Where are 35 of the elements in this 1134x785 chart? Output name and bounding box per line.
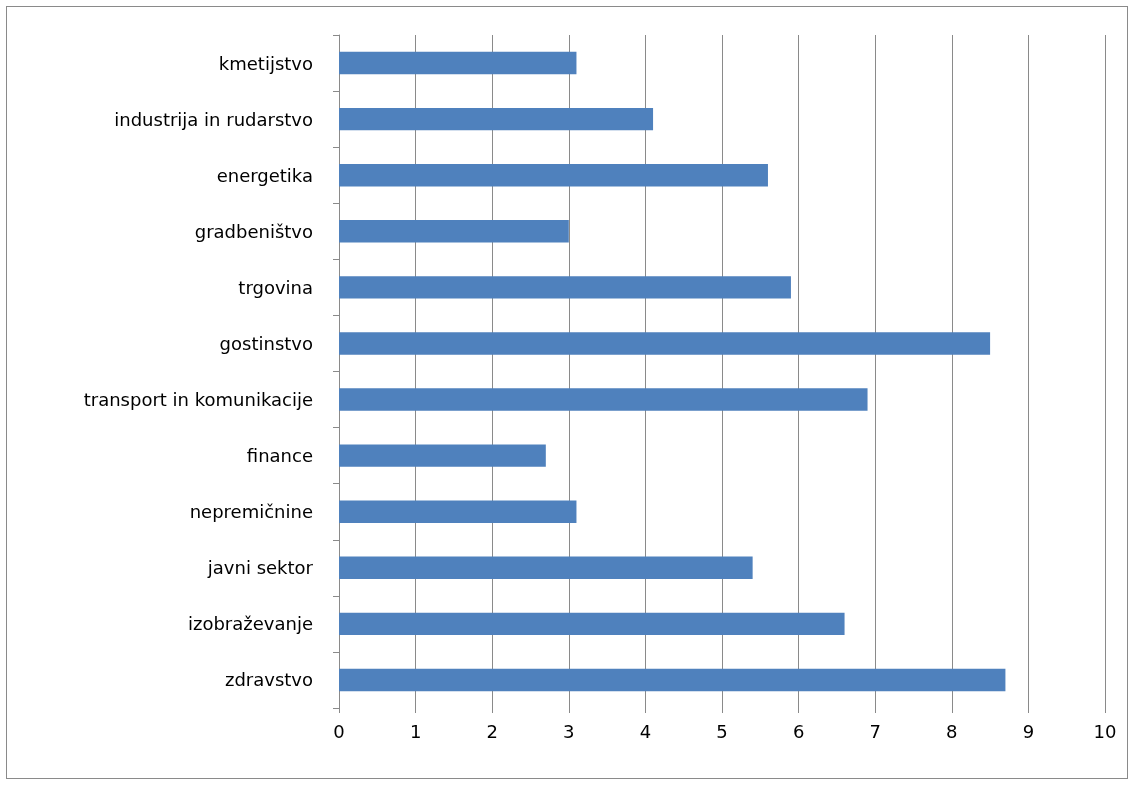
bar bbox=[339, 107, 654, 131]
x-tick-label: 7 bbox=[869, 720, 881, 742]
x-tick-label: 0 bbox=[333, 720, 345, 742]
y-tick-label: transport in komunikacije bbox=[83, 389, 313, 411]
x-tick-label: 4 bbox=[639, 720, 652, 742]
y-tick-label: kmetijstvo bbox=[218, 52, 313, 74]
bar bbox=[339, 332, 991, 355]
bar bbox=[339, 444, 546, 467]
x-tick-label: 6 bbox=[792, 720, 805, 742]
x-tick-label: 10 bbox=[1093, 720, 1117, 742]
x-tick-label: 8 bbox=[946, 720, 958, 742]
y-tick-label: trgovina bbox=[238, 276, 313, 298]
bar bbox=[339, 276, 791, 299]
y-tick-label: javni sektor bbox=[206, 557, 314, 579]
bar bbox=[339, 500, 577, 523]
x-tick-label: 5 bbox=[716, 720, 728, 742]
bar bbox=[339, 163, 768, 187]
x-tick-label: 2 bbox=[486, 720, 498, 742]
y-tick-label: gostinstvo bbox=[219, 332, 313, 354]
bar bbox=[339, 51, 577, 75]
x-tick-label: 1 bbox=[409, 720, 422, 742]
y-tick-label: energetika bbox=[216, 164, 313, 186]
bar bbox=[339, 668, 1006, 692]
y-tick-label: izobraževanje bbox=[187, 613, 313, 635]
y-tick-label: zdravstvo bbox=[224, 669, 313, 691]
y-tick-label: gradbeništvo bbox=[194, 220, 313, 242]
y-tick-label: finance bbox=[246, 445, 313, 467]
bar bbox=[339, 388, 868, 411]
bar bbox=[339, 556, 753, 580]
bar bbox=[339, 220, 569, 243]
x-tick-label: 3 bbox=[563, 720, 575, 742]
bar bbox=[339, 612, 845, 636]
x-tick-label: 9 bbox=[1022, 720, 1035, 742]
y-tick-label: industrija in rudarstvo bbox=[114, 108, 313, 130]
y-tick-label: nepremičnine bbox=[189, 501, 313, 523]
